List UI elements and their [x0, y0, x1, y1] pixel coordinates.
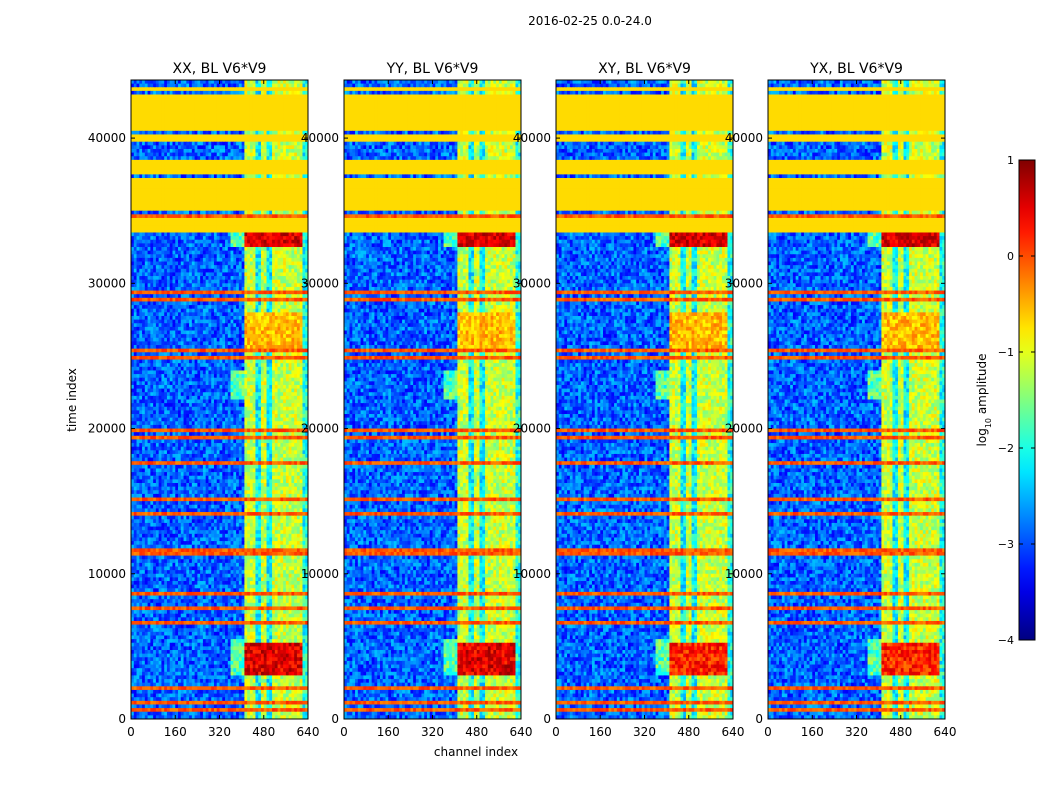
x-tick-label: 160 — [164, 725, 187, 739]
y-tick-label: 20000 — [513, 422, 551, 436]
x-tick-label: 0 — [552, 725, 560, 739]
x-tick-label: 160 — [589, 725, 612, 739]
y-tick-label: 20000 — [725, 422, 763, 436]
x-axis-label: channel index — [434, 745, 518, 759]
y-tick-label: 0 — [755, 712, 763, 726]
panel-3: XY, BL V6*V9 0 160 320 480 640 0 10000 20000 3000… — [513, 61, 745, 739]
colorbar-tick-label: −1 — [998, 346, 1014, 359]
panel-1: XX, BL V6*V9 0 160 320 480 640 0 10000 20000 3000… — [88, 61, 320, 739]
y-tick-label: 10000 — [513, 567, 551, 581]
x-tick-label: 480 — [889, 725, 912, 739]
panel-title: XX, BL V6*V9 — [173, 61, 267, 77]
y-tick-label: 40000 — [88, 131, 126, 145]
heatmap-image — [556, 80, 733, 719]
x-tick-label: 160 — [801, 725, 824, 739]
x-tick-label: 640 — [722, 725, 745, 739]
colorbar-gradient — [1018, 159, 1036, 641]
y-tick-label: 30000 — [88, 276, 126, 290]
x-tick-label: 320 — [208, 725, 231, 739]
y-tick-label: 20000 — [301, 422, 339, 436]
y-tick-label: 0 — [543, 712, 551, 726]
y-tick-label: 40000 — [725, 131, 763, 145]
colorbar-tick-label: 0 — [1007, 250, 1014, 263]
x-tick-label: 640 — [297, 725, 320, 739]
y-tick-label: 0 — [118, 712, 126, 726]
y-tick-label: 30000 — [301, 276, 339, 290]
y-tick-label: 20000 — [88, 422, 126, 436]
colorbar-label-main: log — [975, 428, 989, 446]
panel-4: YX, BL V6*V9 0 160 320 480 640 0 10000 20000 3000… — [725, 61, 957, 739]
panel-title: YX, BL V6*V9 — [809, 61, 903, 77]
x-tick-label: 640 — [510, 725, 533, 739]
x-tick-label: 640 — [934, 725, 957, 739]
colorbar-label: log10 amplitude — [975, 354, 993, 447]
x-tick-label: 0 — [764, 725, 772, 739]
y-tick-label: 40000 — [513, 131, 551, 145]
y-axis-label: time index — [65, 368, 79, 432]
colorbar-tick-label: −4 — [998, 634, 1014, 647]
heatmap-image — [131, 80, 308, 719]
figure-suptitle: 2016-02-25 0.0-24.0 — [0, 14, 1050, 28]
x-tick-label: 320 — [421, 725, 444, 739]
panel-title: YY, BL V6*V9 — [386, 61, 479, 77]
y-tick-label: 30000 — [725, 276, 763, 290]
x-tick-label: 0 — [340, 725, 348, 739]
y-tick-label: 10000 — [88, 567, 126, 581]
colorbar-tick-label: −3 — [998, 538, 1014, 551]
panel-title: XY, BL V6*V9 — [598, 61, 691, 77]
x-tick-label: 0 — [127, 725, 135, 739]
y-tick-label: 30000 — [513, 276, 551, 290]
x-tick-label: 320 — [633, 725, 656, 739]
x-tick-label: 480 — [677, 725, 700, 739]
colorbar-tick-label: −2 — [998, 442, 1014, 455]
x-tick-label: 480 — [465, 725, 488, 739]
colorbar-label-sub: 10 — [984, 418, 993, 428]
x-tick-label: 320 — [845, 725, 868, 739]
colorbar-label-rest: amplitude — [975, 354, 989, 418]
y-tick-label: 10000 — [725, 567, 763, 581]
y-tick-label: 40000 — [301, 131, 339, 145]
y-tick-label: 0 — [331, 712, 339, 726]
panel-2: YY, BL V6*V9 0 160 320 480 640 0 10000 20000 3000… — [301, 61, 533, 739]
x-tick-label: 480 — [252, 725, 275, 739]
heatmap-image — [344, 80, 521, 719]
heatmap-image — [768, 80, 945, 719]
y-tick-label: 10000 — [301, 567, 339, 581]
colorbar-tick-label: 1 — [1007, 154, 1014, 167]
x-tick-label: 160 — [377, 725, 400, 739]
